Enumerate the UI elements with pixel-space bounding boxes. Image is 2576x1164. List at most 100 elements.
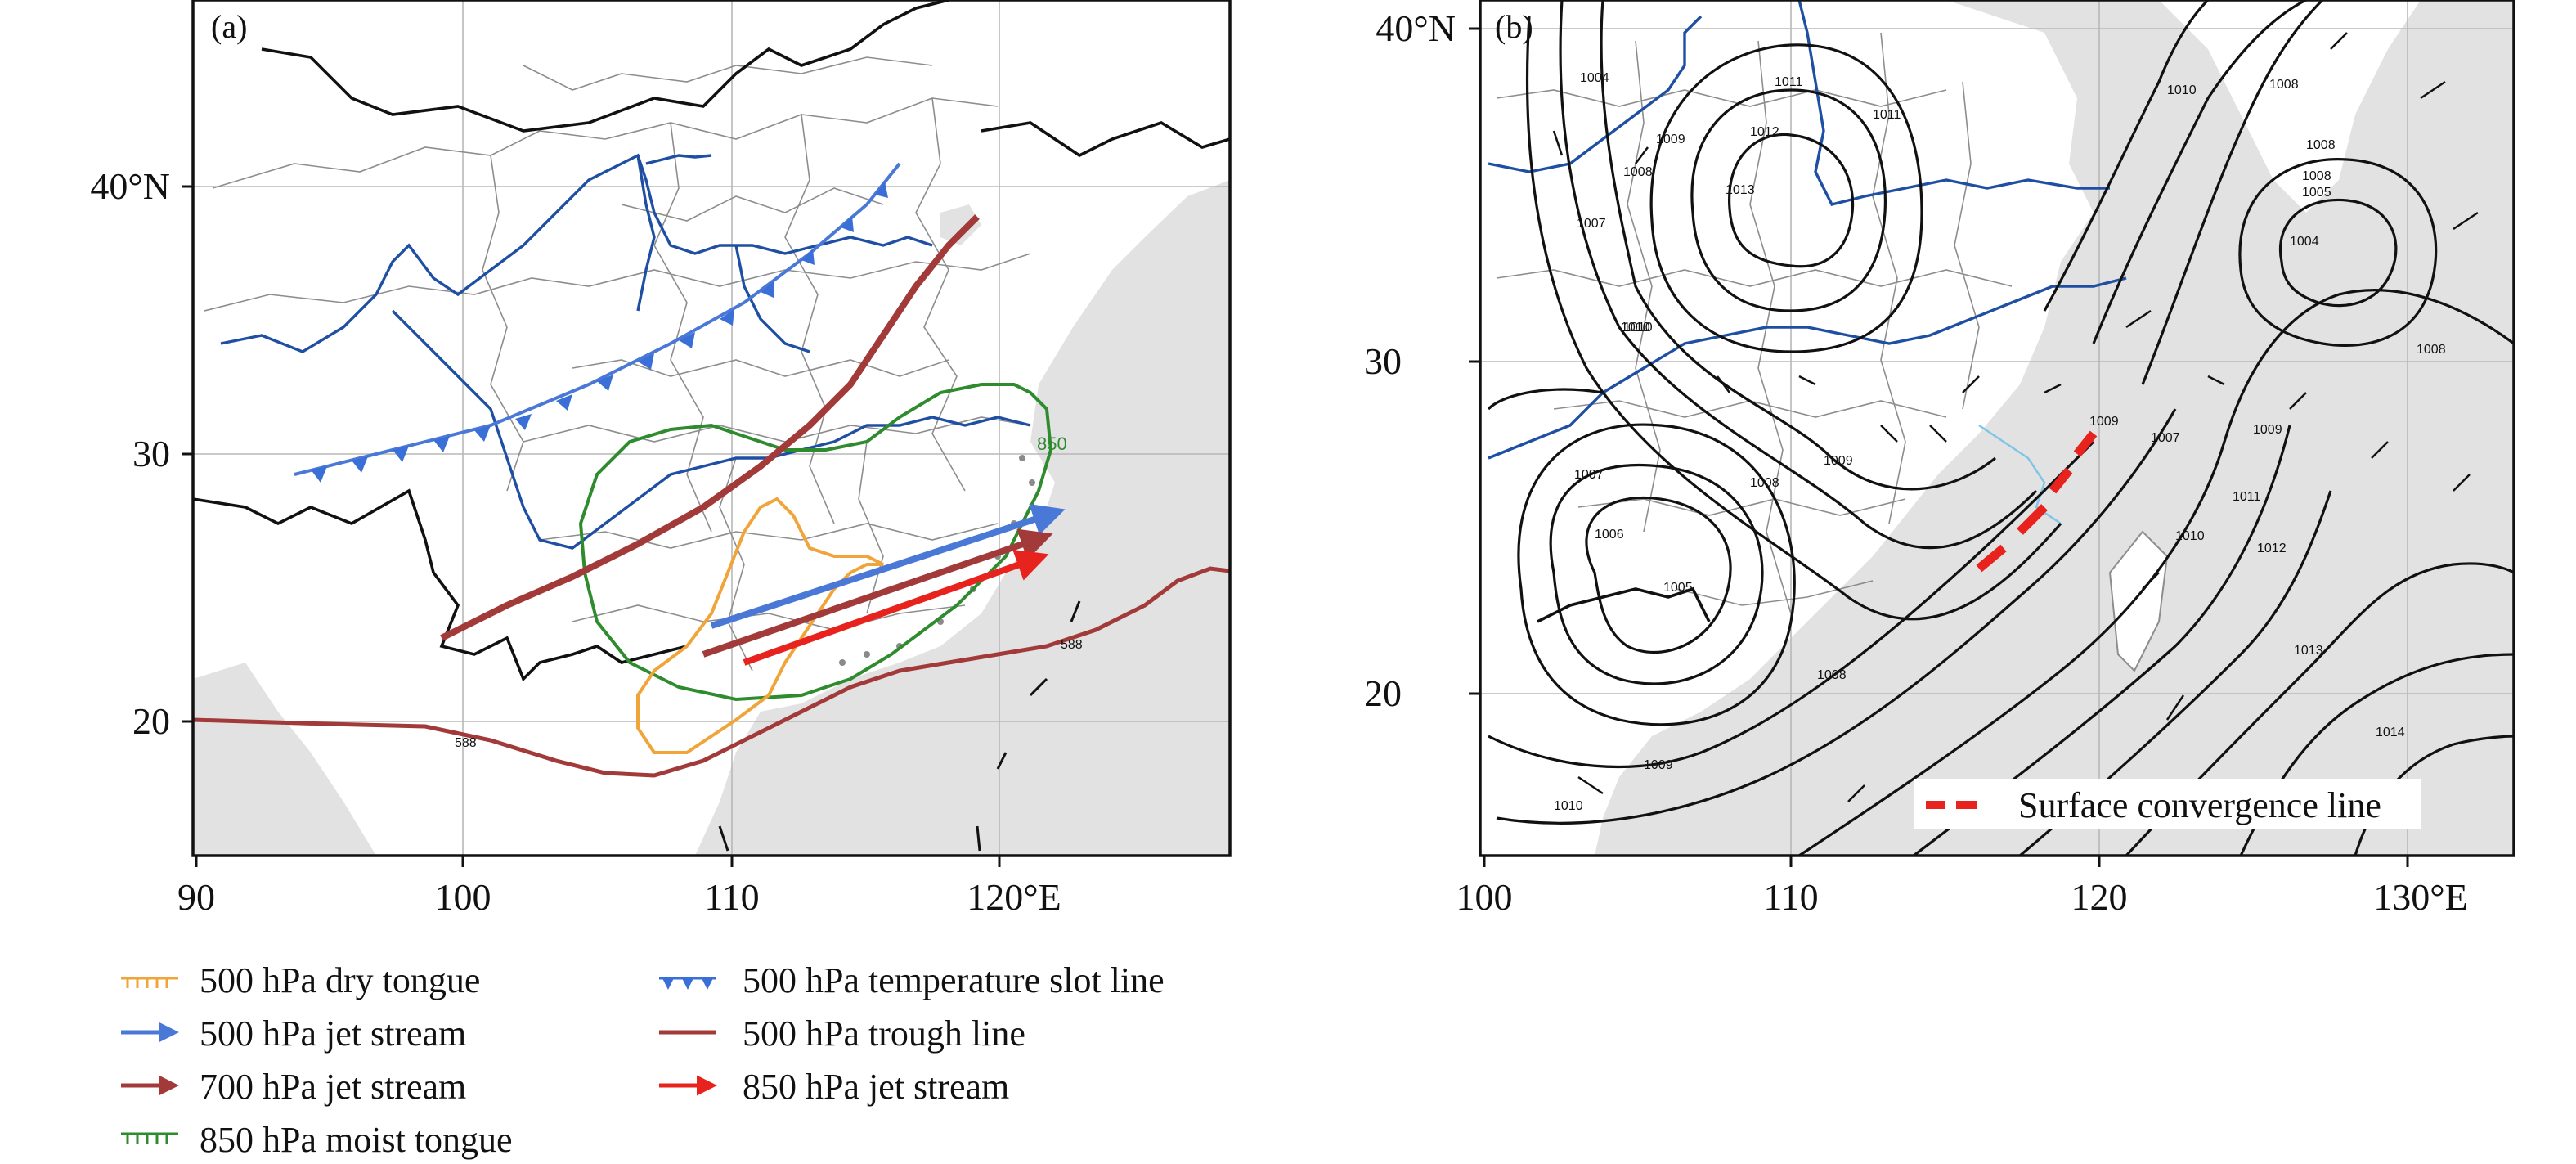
contour-588	[193, 566, 1230, 778]
jet-stream-500	[710, 504, 1066, 629]
lon-tick-b-100: 100	[1456, 876, 1513, 918]
korea-landmass	[2159, 0, 2421, 213]
isobar-label: 1013	[1726, 183, 1755, 197]
panel-b-frame	[1479, 0, 2515, 857]
panel-a-map: 588 588 850 (a) 20 30 40°N 90 100 110 12…	[90, 0, 1232, 918]
isobar-label: 1012	[2257, 542, 2287, 555]
isobar-label: 1010	[2167, 83, 2197, 97]
surface-convergence-line	[1976, 430, 2098, 573]
yellow-river	[220, 153, 933, 353]
blue-triangle-line-icon	[659, 977, 716, 990]
convergence-legend: Surface convergence line	[1914, 779, 2421, 829]
isobar-label: 1007	[1574, 468, 1604, 482]
isobar-label: 1012	[1750, 125, 1779, 139]
isobar-label: 1008	[2269, 78, 2299, 92]
wind-barbs-b	[1552, 32, 2479, 802]
isobar-label: 1008	[1623, 165, 1653, 179]
legend-item-slot-line: 500 hPa temperature slot line	[659, 960, 1165, 1000]
green-hatched-line-icon	[121, 1132, 178, 1144]
rivers	[220, 153, 1031, 550]
lon-tick-b-110: 110	[1763, 876, 1818, 918]
isobar-label: 1008	[2306, 138, 2336, 152]
lat-tick-20: 20	[132, 700, 170, 742]
isobar-label: 1008	[1817, 668, 1847, 682]
isobar-label: 1004	[2290, 235, 2319, 249]
convergence-legend-label: Surface convergence line	[2018, 785, 2381, 825]
sea-area	[695, 180, 1230, 856]
legend-label-moist-tongue: 850 hPa moist tongue	[200, 1120, 513, 1160]
panel-a-lat-axis: 20 30 40°N	[90, 165, 193, 742]
figure-legend: 500 hPa dry tongue 500 hPa jet stream 70…	[121, 960, 1165, 1160]
rivers-b	[1488, 0, 2127, 525]
isobar-label: 1005	[2302, 186, 2331, 200]
panel-b-grid	[1480, 0, 2514, 856]
jet-stream-850	[743, 549, 1049, 666]
isobar-label: 1010	[1623, 321, 1653, 335]
lon-tick-b-120: 120	[2071, 876, 2128, 918]
legend-item-jet-850: 850 hPa jet stream	[659, 1067, 1009, 1107]
panel-b-label: (b)	[1495, 8, 1533, 45]
lat-tick-40: 40°N	[90, 165, 170, 207]
contour-label-588-west: 588	[455, 736, 477, 750]
isobar-label: 1011	[1775, 75, 1803, 89]
lon-tick-100: 100	[435, 876, 491, 918]
panel-a-frame	[191, 0, 1232, 857]
temperature-slot-line	[294, 162, 901, 483]
province-boundaries	[204, 56, 1031, 672]
orange-hatched-line-icon	[121, 977, 178, 988]
isobar-label: 1007	[2151, 431, 2180, 445]
legend-item-trough-line: 500 hPa trough line	[659, 1013, 1025, 1054]
panel-b-lat-axis: 20 30 40°N	[1364, 7, 1480, 714]
legend-label-jet-850: 850 hPa jet stream	[743, 1067, 1009, 1107]
legend-item-dry-tongue: 500 hPa dry tongue	[121, 960, 480, 1000]
isobar-label: 1013	[2294, 644, 2323, 658]
legend-label-trough-line: 500 hPa trough line	[743, 1013, 1025, 1054]
isobar-label: 1006	[1595, 528, 1624, 542]
wind-barbs-a	[718, 600, 1081, 852]
isobar-label: 1010	[1554, 799, 1583, 813]
isobar-label: 1010	[2175, 529, 2205, 543]
isobar-label: 1009	[1644, 758, 1673, 772]
isobar-label: 1011	[2233, 490, 2261, 504]
isobar-label: 1008	[2302, 169, 2331, 183]
country-borders	[193, 0, 1230, 682]
yangtze-river	[391, 309, 1031, 550]
dry-tongue-500	[636, 497, 884, 754]
lat-tick-b-40: 40°N	[1376, 7, 1456, 49]
lon-tick-b-130: 130°E	[2373, 876, 2468, 918]
country-borders-b	[1537, 586, 1711, 623]
lat-tick-30: 30	[132, 433, 170, 474]
sea-area-bohai	[940, 204, 981, 245]
panel-a-lon-axis: 90 100 110 120°E	[177, 856, 1061, 918]
isobar-label: 1008	[1750, 476, 1779, 490]
lon-tick-90: 90	[177, 876, 215, 918]
lat-tick-b-20: 20	[1364, 672, 1402, 714]
isobar-label: 1004	[1580, 71, 1609, 85]
isobars	[1487, 0, 2514, 856]
isobar-label: 1010	[1621, 321, 1650, 335]
contour-label-850: 850	[1037, 434, 1067, 454]
isobar-label: 1009	[1824, 454, 1853, 468]
legend-item-moist-tongue: 850 hPa moist tongue	[121, 1120, 513, 1160]
panel-b-map: 1004 1007 1008 1009 1010 1011 1012 1013 …	[1364, 0, 2515, 918]
legend-label-slot-line: 500 hPa temperature slot line	[743, 960, 1165, 1000]
moist-tongue-850	[578, 383, 1053, 702]
legend-label-jet-500: 500 hPa jet stream	[200, 1013, 466, 1054]
isobar-label: 1014	[2376, 726, 2405, 739]
contour-label-588-east: 588	[1061, 638, 1083, 652]
legend-item-jet-700: 700 hPa jet stream	[121, 1067, 466, 1107]
panel-a-label: (a)	[211, 8, 247, 45]
legend-label-jet-700: 700 hPa jet stream	[200, 1067, 466, 1107]
isobar-label: 1005	[1663, 581, 1693, 595]
legend-item-jet-500: 500 hPa jet stream	[121, 1013, 466, 1054]
lon-tick-110: 110	[704, 876, 759, 918]
isobar-label: 1008	[2417, 343, 2446, 357]
lon-tick-120: 120°E	[967, 876, 1061, 918]
isobar-label: 1007	[1577, 217, 1606, 231]
legend-label-dry-tongue: 500 hPa dry tongue	[200, 960, 480, 1000]
lat-tick-b-30: 30	[1364, 340, 1402, 382]
sea-area-b	[1595, 0, 2514, 856]
isobar-label: 1011	[1873, 108, 1901, 122]
isobar-label: 1009	[2089, 415, 2119, 429]
